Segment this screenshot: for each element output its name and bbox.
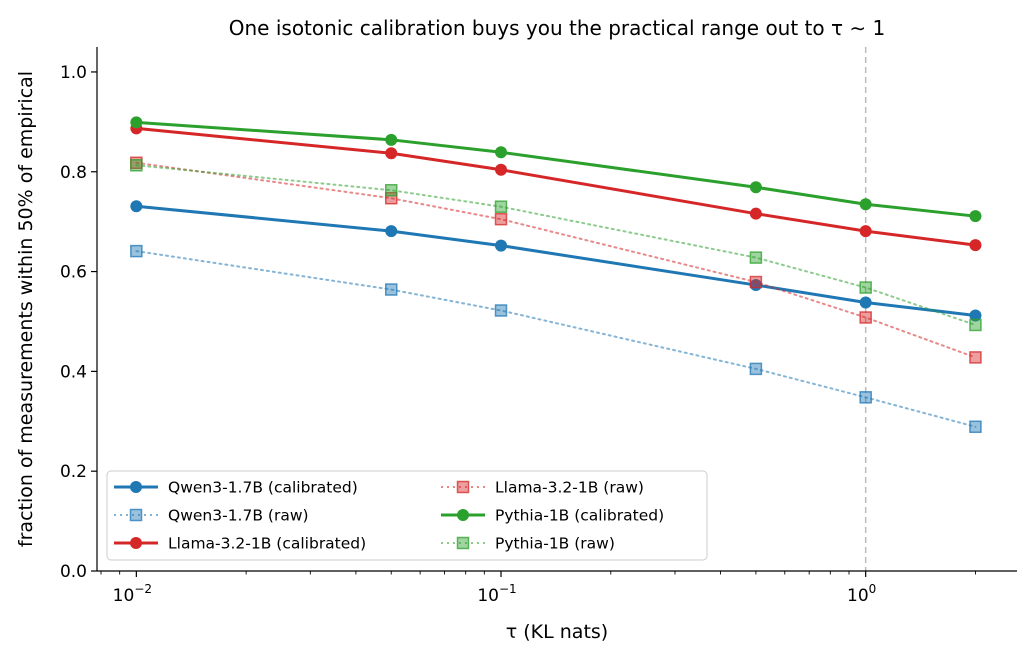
series-4 (130, 116, 982, 223)
x-axis-label: τ (KL nats) (506, 621, 608, 643)
data-point (749, 362, 763, 376)
y-tick-label: 0.6 (60, 263, 87, 283)
data-point (969, 318, 982, 332)
x-tick-label: 10−2 (113, 582, 152, 606)
plot-area: 0.0 0.2 0.4 0.6 0.8 1.0 10−2 10−1 100 Qwen3-1.7B … (60, 47, 1017, 606)
legend-marker (130, 537, 142, 549)
y-tick-label: 0.8 (60, 163, 87, 183)
legend-marker (456, 480, 470, 494)
data-point (384, 283, 398, 296)
x-tick-label: 10−1 (477, 582, 516, 606)
series-5 (130, 159, 982, 332)
y-tick-label: 0.2 (60, 462, 87, 482)
data-point (749, 275, 763, 289)
data-point (385, 225, 398, 238)
legend-label: Llama-3.2-1B (raw) (495, 479, 644, 497)
data-point (130, 244, 143, 258)
legend-item: Qwen3-1.7B (raw) (114, 507, 309, 525)
series-line (134, 120, 977, 218)
series-line (135, 161, 977, 359)
legend-label: Qwen3-1.7B (calibrated) (168, 479, 358, 497)
y-axis-label: fraction of measurements within 50% of e… (15, 71, 37, 547)
series-1 (130, 244, 982, 434)
series-3 (130, 156, 982, 364)
legend-label: Pythia-1B (raw) (495, 535, 615, 553)
legend-label: Pythia-1B (calibrated) (495, 507, 664, 525)
data-point (494, 200, 508, 213)
data-point (385, 147, 398, 160)
data-point (969, 239, 982, 252)
legend-label: Qwen3-1.7B (raw) (168, 507, 309, 525)
data-point (495, 146, 508, 159)
data-point (969, 309, 982, 322)
series-line (134, 204, 977, 317)
data-point (859, 281, 872, 294)
legend-box (106, 470, 708, 561)
data-point (969, 210, 982, 223)
data-point (859, 225, 872, 238)
data-point (130, 159, 143, 172)
data-point (494, 212, 508, 226)
series-line (135, 250, 977, 428)
legend-item: Llama-3.2-1B (raw) (441, 479, 644, 497)
legend-marker (130, 481, 142, 493)
data-point (749, 207, 762, 220)
y-tick-label: 0.4 (60, 362, 87, 382)
data-point (130, 200, 143, 213)
data-point (859, 198, 872, 211)
data-point (749, 251, 763, 264)
legend-item: Llama-3.2-1B (calibrated) (114, 535, 366, 553)
data-point (384, 191, 398, 205)
data-point (495, 163, 508, 176)
data-point (494, 304, 508, 317)
legend-item: Qwen3-1.7B (calibrated) (114, 479, 358, 497)
x-tick-label: 100 (847, 582, 876, 606)
chart-title: One isotonic calibration buys you the pr… (229, 16, 885, 40)
data-point (969, 420, 982, 434)
data-point (859, 391, 872, 404)
data-point (969, 351, 982, 364)
data-point (859, 296, 872, 309)
data-point (385, 133, 398, 146)
series-line (134, 126, 977, 247)
legend: Qwen3-1.7B (calibrated) Qwen3-1.7B (raw) L… (106, 470, 708, 561)
legend-marker (456, 536, 470, 550)
y-tick-label: 0.0 (60, 562, 87, 582)
legend-item: Pythia-1B (calibrated) (441, 507, 664, 525)
legend-item: Pythia-1B (raw) (441, 535, 615, 553)
data-point (495, 239, 508, 252)
series-2 (130, 122, 982, 252)
series-line (135, 164, 977, 326)
legend-label: Llama-3.2-1B (calibrated) (168, 535, 366, 553)
y-tick-label: 1.0 (60, 63, 87, 83)
data-point (130, 116, 143, 129)
data-point (859, 311, 872, 324)
series-0 (130, 200, 982, 322)
legend-marker (457, 509, 469, 521)
data-point (749, 181, 762, 194)
data-point (384, 183, 398, 197)
legend-marker (129, 508, 143, 522)
